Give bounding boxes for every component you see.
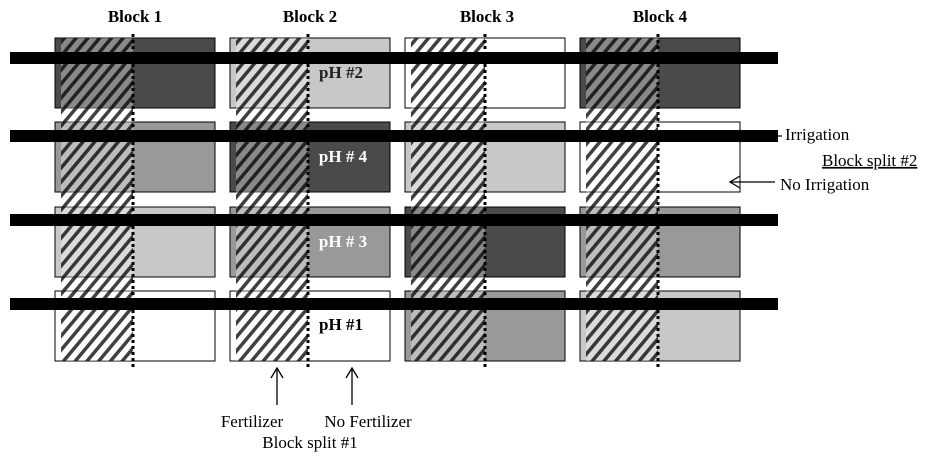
fertilizer-strip xyxy=(411,38,485,361)
ph-label: pH #1 xyxy=(319,315,363,334)
fertilizer-arrow xyxy=(270,366,359,405)
annotation: Block split #2 xyxy=(822,151,917,170)
irrigation-bar xyxy=(10,298,778,310)
fertilizer-strip xyxy=(61,38,133,361)
annotation: Block split #1 xyxy=(262,433,357,452)
annotation: Irrigation xyxy=(785,125,850,144)
fertilizer-strip xyxy=(586,38,658,361)
annotation: Fertilizer xyxy=(221,412,284,431)
irrigation-bar xyxy=(10,52,778,64)
fertilizer-strip xyxy=(236,38,308,361)
annotation: No Irrigation xyxy=(780,175,870,194)
block-header: Block 1 xyxy=(108,7,162,26)
ph-label: pH #2 xyxy=(319,63,363,82)
block-header: Block 2 xyxy=(283,7,337,26)
ph-label: pH # 4 xyxy=(319,147,368,166)
block-header: Block 3 xyxy=(460,7,514,26)
annotation: No Fertilizer xyxy=(324,412,412,431)
block-header: Block 4 xyxy=(633,7,688,26)
irrigation-bar xyxy=(10,214,778,226)
irrigation-arrow xyxy=(728,129,782,189)
ph-label: pH # 3 xyxy=(319,232,367,251)
irrigation-bar xyxy=(10,130,778,142)
